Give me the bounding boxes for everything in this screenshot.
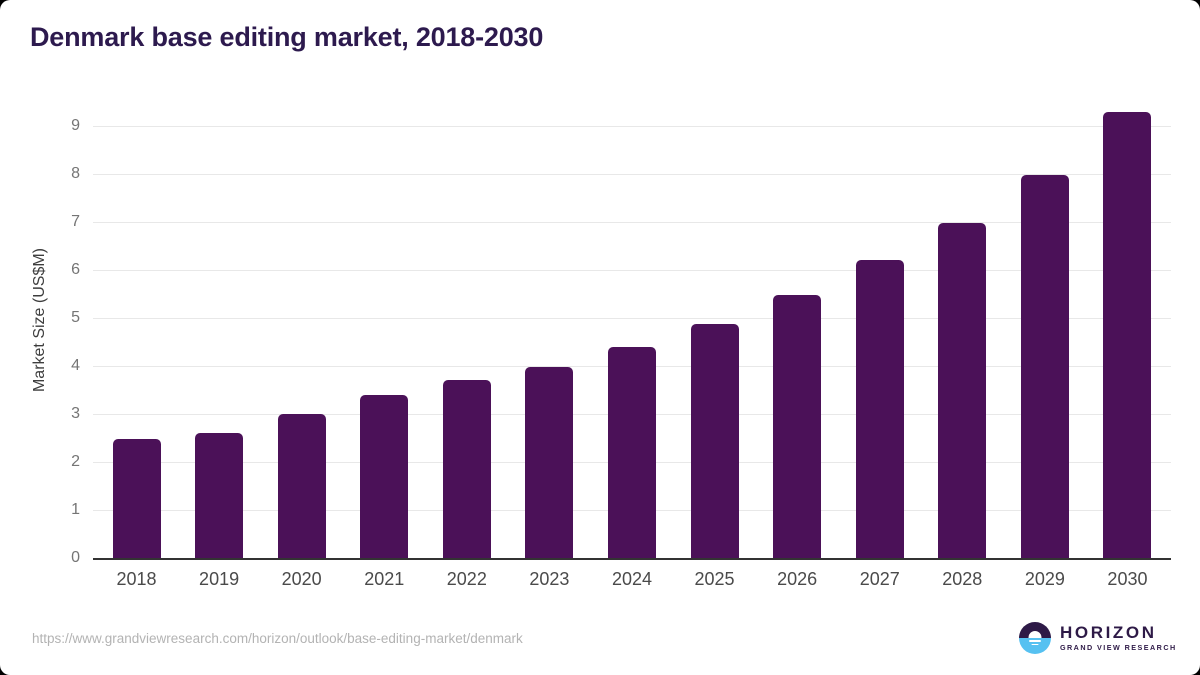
- x-tick-label: 2028: [942, 569, 983, 589]
- reflection-line-icon: [1031, 643, 1039, 646]
- bar-2028: [938, 222, 986, 558]
- bar-2019: [195, 433, 243, 558]
- x-tick-label: 2022: [446, 569, 487, 589]
- bar-2026: [773, 294, 821, 558]
- bar-2027: [856, 260, 904, 558]
- plot-area: [93, 94, 1171, 560]
- x-tick-label: 2019: [199, 569, 240, 589]
- y-tick-label: 9: [71, 117, 80, 134]
- y-tick-label: 3: [71, 405, 80, 422]
- x-tick-label: 2024: [611, 569, 652, 589]
- y-tick-label: 6: [71, 261, 80, 278]
- bar-2024: [608, 346, 656, 558]
- x-tick-label: 2025: [694, 569, 735, 589]
- bar-2030: [1103, 111, 1151, 558]
- y-tick-label: 4: [71, 357, 80, 374]
- sun-icon: [1028, 631, 1042, 638]
- reflection-line-icon: [1029, 639, 1041, 642]
- gridline: [93, 174, 1171, 175]
- bar-2020: [278, 414, 326, 558]
- horizon-logo: HORIZON GRAND VIEW RESEARCH: [1019, 622, 1177, 654]
- x-tick-label: 2029: [1024, 569, 1065, 589]
- x-tick-label: 2026: [777, 569, 818, 589]
- x-tick-label: 2021: [364, 569, 405, 589]
- y-tick-label: 7: [71, 213, 80, 230]
- source-url: https://www.grandviewresearch.com/horizo…: [32, 631, 523, 646]
- bar-2018: [113, 439, 161, 558]
- gridline: [93, 126, 1171, 127]
- bar-2022: [443, 380, 491, 558]
- gridline: [93, 270, 1171, 271]
- bar-2029: [1021, 174, 1069, 558]
- gridline: [93, 318, 1171, 319]
- bar-2025: [691, 323, 739, 558]
- x-tick-label: 2023: [529, 569, 570, 589]
- x-tick-label: 2018: [116, 569, 157, 589]
- logo-brand: HORIZON: [1060, 623, 1157, 642]
- chart-title: Denmark base editing market, 2018-2030: [30, 22, 544, 52]
- x-tick-label: 2030: [1107, 569, 1148, 589]
- y-tick-label: 1: [71, 501, 80, 518]
- horizon-logo-icon: [1019, 622, 1051, 654]
- y-tick-label: 0: [71, 549, 80, 566]
- logo-tagline: GRAND VIEW RESEARCH: [1060, 643, 1177, 652]
- bar-2023: [525, 366, 573, 558]
- bar-2021: [360, 394, 408, 558]
- y-tick-label: 2: [71, 453, 80, 470]
- y-tick-label: 8: [71, 165, 80, 182]
- gridline: [93, 222, 1171, 223]
- y-tick-label: 5: [71, 309, 80, 326]
- x-tick-label: 2027: [859, 569, 900, 589]
- x-tick-label: 2020: [281, 569, 322, 589]
